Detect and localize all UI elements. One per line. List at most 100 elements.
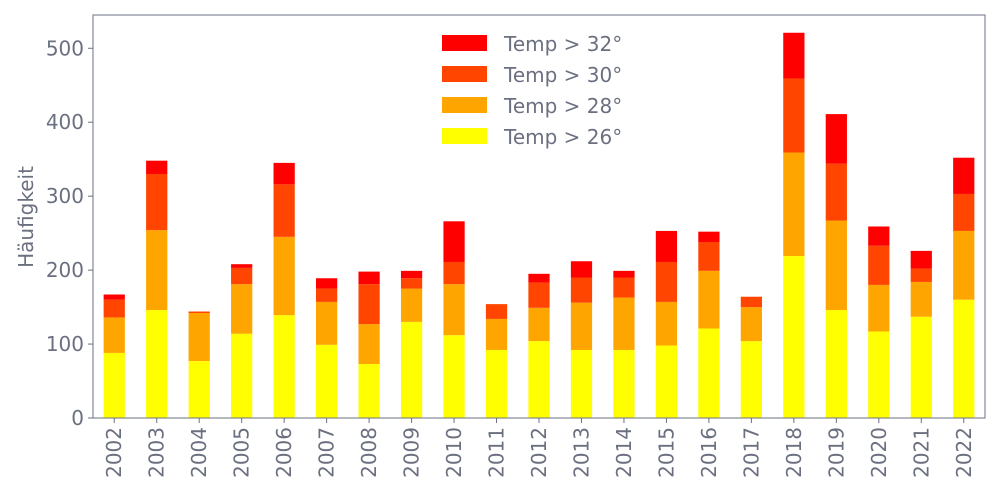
bar-segment-2018-series-1 (783, 152, 805, 257)
bar-segment-2019-series-1 (825, 220, 847, 311)
bar-segment-2011-series-0 (485, 349, 508, 418)
bar-segment-2003-series-0 (146, 310, 168, 418)
bar-segment-2003-series-3 (146, 160, 168, 174)
x-tick-label: 2012 (527, 427, 551, 478)
bar-segment-2006-series-2 (273, 184, 295, 237)
bar-segment-2007-series-3 (316, 278, 338, 289)
y-tick-label: 0 (71, 406, 84, 430)
x-tick-label: 2011 (485, 427, 509, 478)
legend-label: Temp > 26° (503, 125, 622, 149)
bar-segment-2010-series-0 (443, 335, 465, 418)
x-tick-label: 2018 (782, 427, 806, 478)
bar-segment-2006-series-1 (273, 236, 295, 316)
bar-segment-2016-series-0 (698, 328, 720, 418)
bars-group (103, 32, 975, 418)
bar-segment-2013-series-0 (570, 349, 593, 418)
bar-segment-2008-series-3 (358, 271, 380, 285)
legend-label: Temp > 30° (503, 63, 622, 87)
bar-segment-2018-series-0 (783, 256, 805, 418)
bar-segment-2013-series-1 (570, 302, 593, 350)
legend-swatch (442, 66, 487, 82)
bar-segment-2002-series-0 (103, 352, 125, 418)
x-tick-label: 2020 (867, 427, 891, 478)
bar-segment-2018-series-2 (783, 78, 805, 153)
bar-segment-2016-series-1 (698, 270, 720, 329)
bar-segment-2002-series-3 (103, 294, 125, 300)
x-tick-label: 2017 (739, 427, 763, 478)
bar-segment-2019-series-3 (825, 114, 847, 164)
bar-segment-2020-series-3 (868, 226, 890, 246)
bar-segment-2015-series-0 (655, 345, 678, 418)
bar-segment-2008-series-1 (358, 324, 380, 365)
x-tick-label: 2019 (824, 427, 848, 478)
legend-swatch (442, 35, 487, 51)
bar-segment-2012-series-0 (528, 341, 550, 418)
bar-segment-2020-series-1 (868, 284, 890, 332)
bar-segment-2006-series-3 (273, 162, 295, 185)
bar-segment-2019-series-2 (825, 163, 847, 221)
bar-segment-2010-series-2 (443, 261, 465, 285)
bar-segment-2003-series-1 (146, 230, 168, 311)
x-tick-label: 2016 (697, 427, 721, 478)
bar-segment-2016-series-3 (698, 231, 720, 243)
bar-segment-2014-series-2 (613, 277, 635, 298)
x-tick-label: 2022 (952, 427, 976, 478)
bar-segment-2021-series-0 (910, 316, 932, 418)
y-tick-label: 400 (46, 110, 84, 134)
bar-segment-2017-series-0 (740, 341, 762, 418)
legend-swatch (442, 97, 487, 113)
bar-segment-2003-series-2 (146, 173, 168, 231)
legend: Temp > 32° Temp > 30° Temp > 28° Temp > 26° (442, 32, 622, 149)
bar-segment-2015-series-3 (655, 230, 678, 262)
bar-segment-2008-series-2 (358, 284, 380, 325)
y-tick-label: 500 (46, 36, 84, 60)
bar-segment-2021-series-1 (910, 281, 932, 317)
bar-segment-2008-series-0 (358, 364, 380, 418)
bar-segment-2013-series-3 (570, 261, 593, 278)
bar-segment-2015-series-1 (655, 301, 678, 346)
bar-segment-2007-series-1 (316, 301, 338, 345)
x-tick-label: 2005 (230, 427, 254, 478)
bar-segment-2022-series-2 (953, 193, 975, 231)
bar-segment-2007-series-2 (316, 288, 338, 302)
legend-label: Temp > 32° (503, 32, 622, 56)
bar-segment-2022-series-3 (953, 157, 975, 194)
y-axis: 0 100 200 300 400 500 (46, 36, 93, 430)
bar-segment-2005-series-1 (231, 284, 253, 334)
bar-segment-2009-series-1 (400, 288, 423, 322)
bar-segment-2004-series-1 (188, 312, 210, 362)
bar-segment-2017-series-2 (740, 296, 762, 308)
x-tick-label: 2014 (612, 427, 636, 478)
y-axis-label: Häufigkeit (14, 166, 38, 268)
x-tick-label: 2003 (145, 427, 169, 478)
bar-segment-2014-series-3 (613, 270, 635, 278)
bar-segment-2019-series-0 (825, 310, 847, 418)
x-tick-label: 2006 (272, 427, 296, 478)
x-tick-label: 2007 (315, 427, 339, 478)
bar-segment-2020-series-2 (868, 245, 890, 285)
legend-label: Temp > 28° (503, 94, 622, 118)
bar-segment-2004-series-2 (188, 311, 210, 313)
bar-segment-2009-series-3 (400, 270, 423, 279)
bar-segment-2005-series-3 (231, 264, 253, 268)
bar-segment-2010-series-3 (443, 221, 465, 262)
x-tick-label: 2002 (102, 427, 126, 478)
y-tick-label: 200 (46, 258, 84, 282)
x-tick-label: 2015 (654, 427, 678, 478)
bar-segment-2012-series-2 (528, 282, 550, 308)
bar-segment-2009-series-2 (400, 278, 423, 289)
bar-segment-2005-series-2 (231, 267, 253, 285)
bar-segment-2010-series-1 (443, 284, 465, 336)
bar-segment-2022-series-0 (953, 299, 975, 418)
bar-segment-2013-series-2 (570, 277, 593, 303)
bar-segment-2012-series-1 (528, 307, 550, 342)
bar-segment-2017-series-1 (740, 307, 762, 342)
bar-segment-2021-series-2 (910, 268, 932, 282)
bar-segment-2012-series-3 (528, 273, 550, 283)
legend-swatch (442, 128, 487, 144)
bar-segment-2011-series-2 (485, 304, 508, 319)
bar-segment-2020-series-0 (868, 331, 890, 418)
bar-segment-2015-series-2 (655, 261, 678, 302)
y-tick-label: 100 (46, 332, 84, 356)
